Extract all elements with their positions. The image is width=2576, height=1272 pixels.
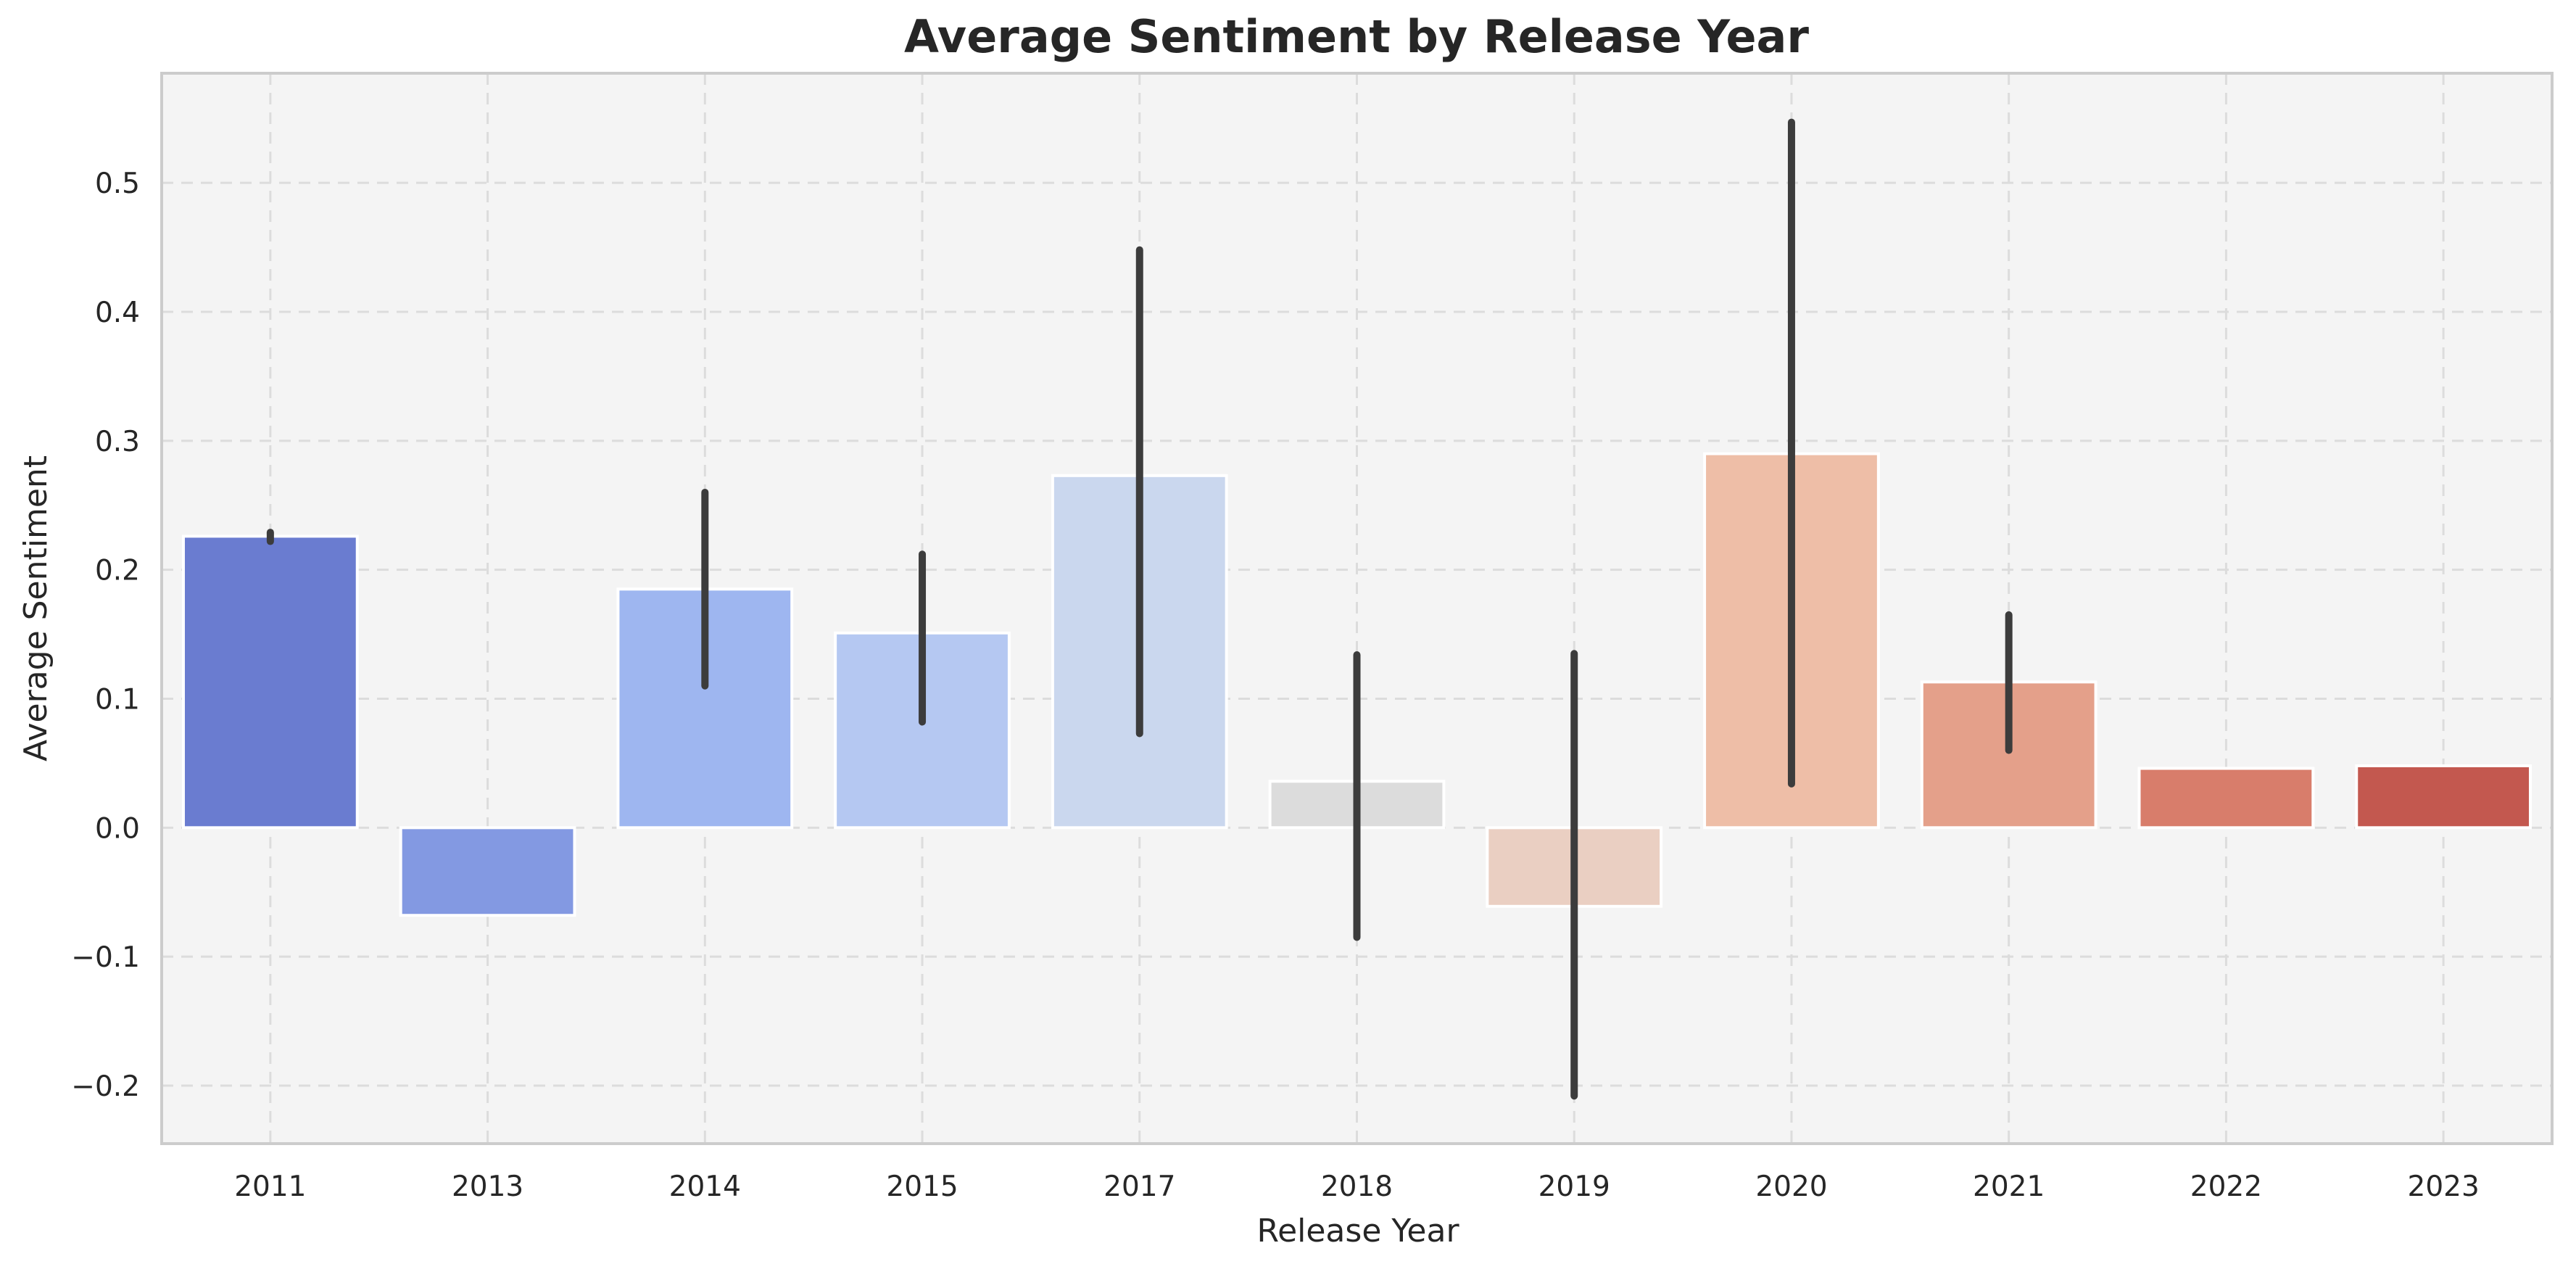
error-bars	[266, 118, 2013, 1100]
y-tick-label: 0.4	[95, 297, 140, 329]
bar-2013	[399, 826, 576, 917]
bar-2011	[181, 534, 359, 830]
y-tick-label: 0.2	[95, 555, 140, 587]
plot-frame	[160, 72, 2554, 1145]
x-tick-label: 2014	[669, 1170, 741, 1203]
x-tick-label: 2022	[2190, 1170, 2262, 1203]
y-tick-labels: −0.2 −0.1 0.0 0.1 0.2 0.3 0.4 0.5	[71, 168, 140, 1103]
chart-title: Average Sentiment by Release Year	[904, 10, 1809, 63]
x-tick-label: 2019	[1538, 1170, 1610, 1203]
x-axis-label: Release Year	[1256, 1213, 1459, 1250]
x-tick-label: 2018	[1321, 1170, 1393, 1203]
x-tick-label: 2023	[2408, 1170, 2480, 1203]
y-tick-label: 0.1	[95, 683, 140, 716]
x-tick-labels: 2011 2013 2014 2015 2017 2018 2019 2020 2021 2022…	[234, 1170, 2480, 1203]
y-tick-label: −0.1	[71, 941, 140, 974]
x-tick-label: 2021	[1973, 1170, 2045, 1203]
y-tick-label: 0.3	[95, 426, 140, 458]
bar-2023	[2355, 764, 2532, 830]
bar-2022	[2137, 767, 2315, 830]
x-tick-label: 2015	[886, 1170, 958, 1203]
y-tick-label: 0.0	[95, 812, 140, 845]
x-tick-label: 2011	[234, 1170, 306, 1203]
y-tick-label: −0.2	[71, 1070, 140, 1103]
x-tick-label: 2017	[1103, 1170, 1175, 1203]
bar-2021	[1920, 680, 2097, 830]
x-tick-label: 2020	[1755, 1170, 1827, 1203]
y-tick-label: 0.5	[95, 168, 140, 200]
y-axis-label: Average Sentiment	[17, 455, 54, 761]
x-tick-label: 2013	[452, 1170, 523, 1203]
